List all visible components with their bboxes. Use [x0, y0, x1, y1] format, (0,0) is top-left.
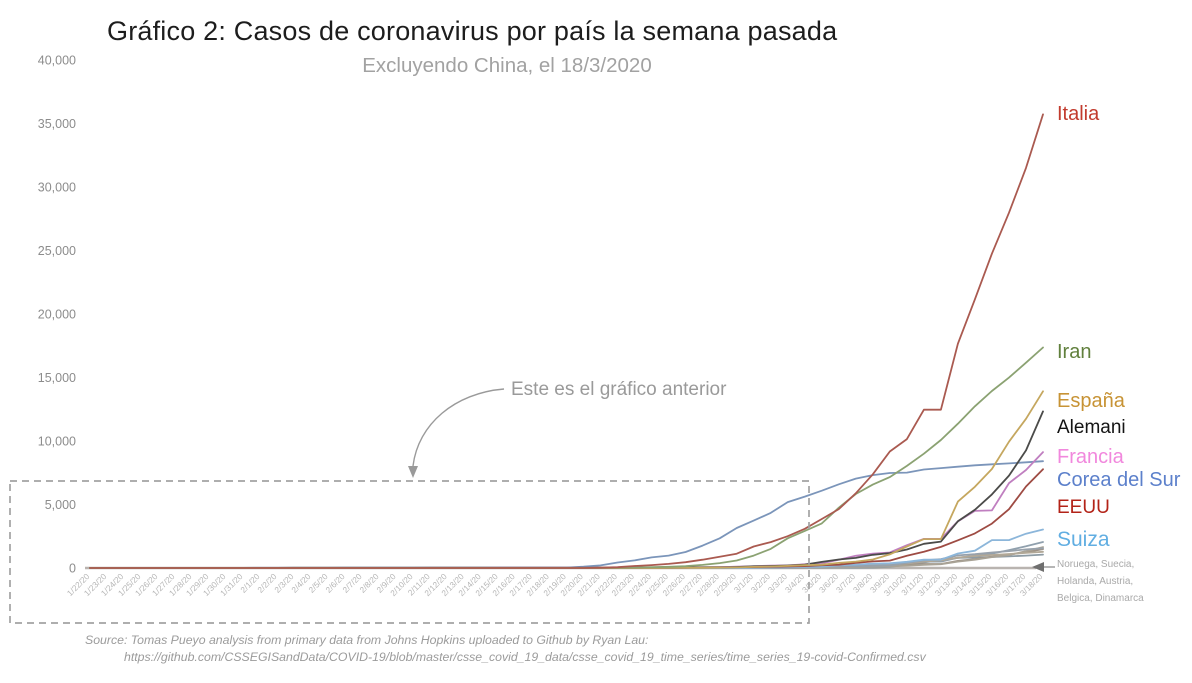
y-axis-tick-label: 5,000	[45, 498, 76, 512]
others-arrowhead	[1032, 562, 1044, 572]
others-countries-note: Noruega, Suecia, Holanda, Austria, Belgica…	[1057, 556, 1144, 607]
y-axis-tick-label: 30,000	[38, 181, 76, 195]
annotation-arrow	[412, 388, 505, 467]
y-axis-tick-label: 0	[69, 562, 76, 576]
series-line-italia	[89, 113, 1044, 569]
annotation-arrowhead	[408, 466, 418, 478]
source-attribution: Source: Tomas Pueyo analysis from primar…	[85, 633, 649, 647]
series-label-iran: Iran	[1057, 341, 1092, 363]
y-axis-tick-label: 40,000	[38, 54, 76, 68]
series-label-espana: España	[1057, 390, 1125, 412]
source-url: https://github.com/CSSEGISandData/COVID-…	[124, 650, 926, 664]
series-line-eeuu	[89, 468, 1044, 569]
y-axis-tick-label: 10,000	[38, 435, 76, 449]
others-note-line: Holanda, Austria,	[1057, 576, 1134, 587]
others-note-line: Belgica, Dinamarca	[1057, 593, 1144, 604]
others-note-line: Noruega, Suecia,	[1057, 559, 1135, 570]
series-label-suiza: Suiza	[1057, 528, 1110, 551]
series-line-alemani	[89, 410, 1044, 569]
series-line-corea-del-sur	[89, 460, 1044, 569]
y-axis-tick-label: 25,000	[38, 244, 76, 258]
y-axis-tick-label: 15,000	[38, 371, 76, 385]
series-line-espana	[89, 390, 1044, 569]
previous-chart-box	[9, 480, 810, 624]
chart-subtitle: Excluyendo China, el 18/3/2020	[362, 54, 652, 77]
chart-title: Gráfico 2: Casos de coronavirus por país…	[107, 16, 838, 46]
y-axis-tick-label: 35,000	[38, 117, 76, 131]
y-axis-tick-label: 20,000	[38, 308, 76, 322]
series-label-corea-del-sur: Corea del Sur	[1057, 469, 1181, 491]
series-label-italia: Italia	[1057, 103, 1100, 125]
series-label-alemani: Alemani	[1057, 417, 1126, 438]
series-label-francia: Francia	[1057, 446, 1124, 468]
series-label-eeuu: EEUU	[1057, 497, 1110, 518]
annotation-previous-chart-text: Este es el gráfico anterior	[511, 379, 727, 400]
